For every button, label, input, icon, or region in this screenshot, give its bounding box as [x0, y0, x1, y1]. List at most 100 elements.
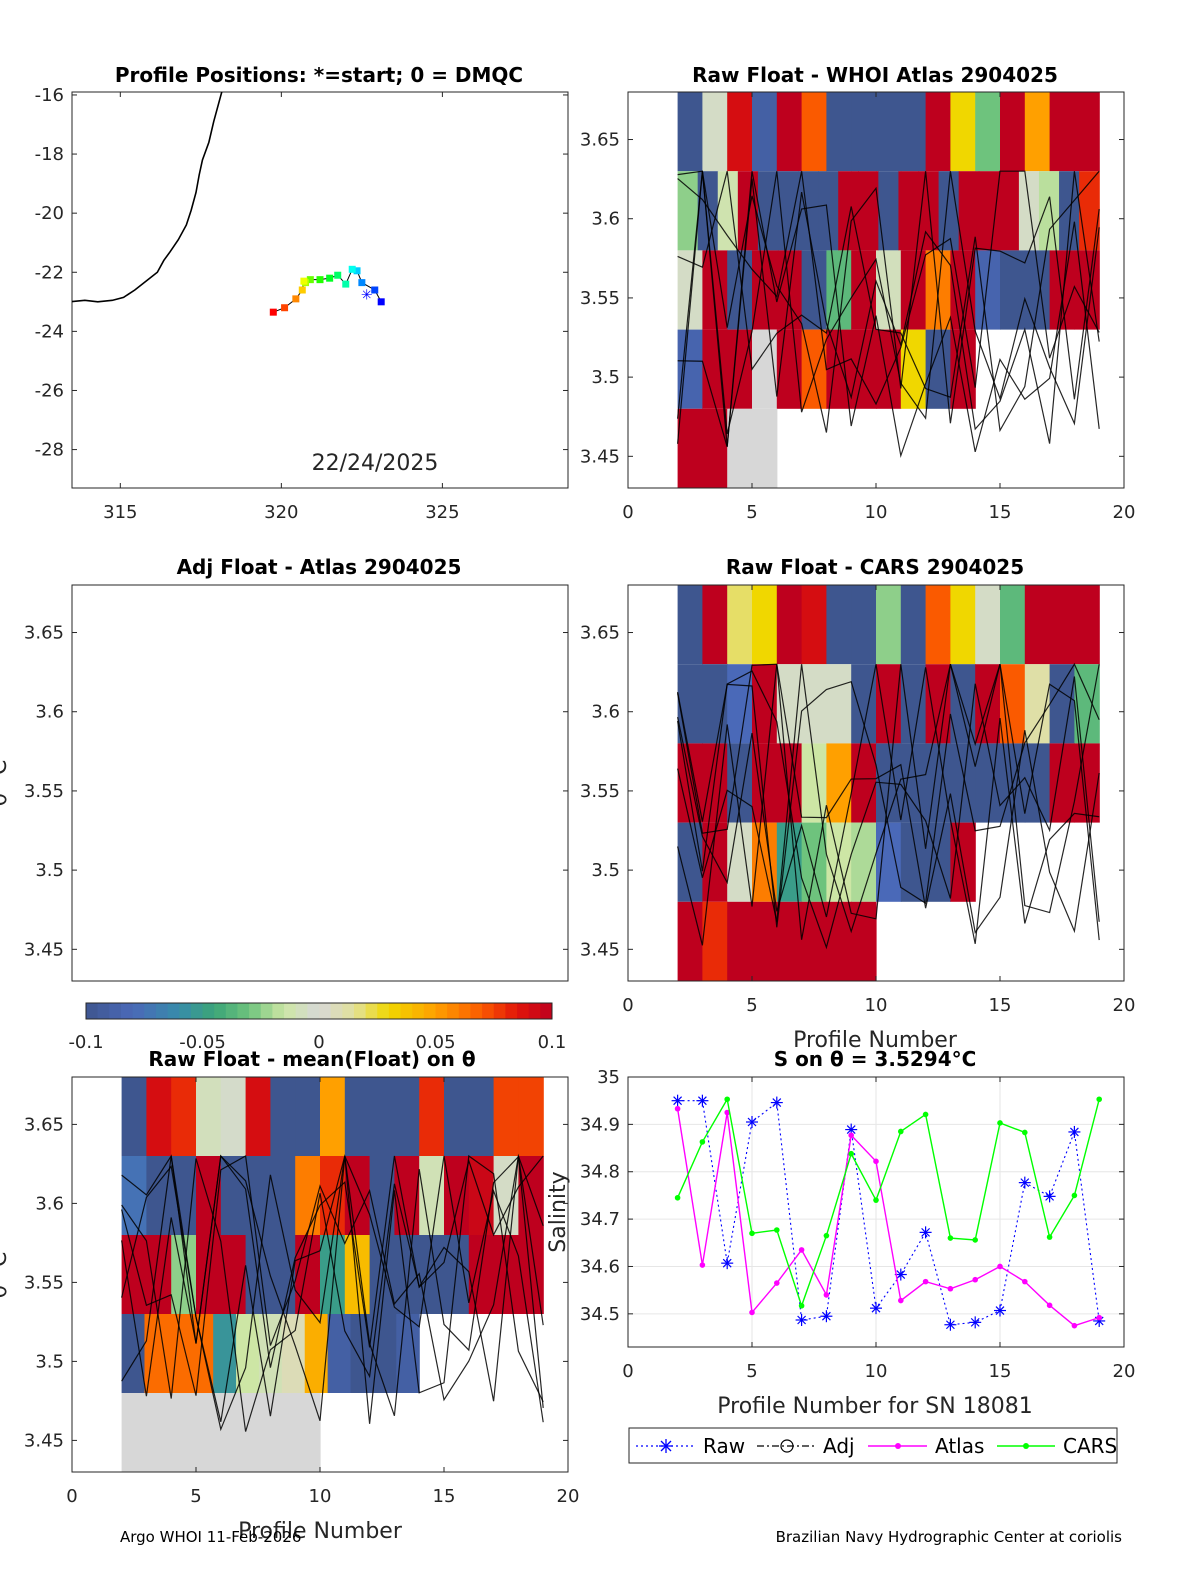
salinity-ytick-label: 34.5: [580, 1304, 620, 1325]
atlas-panel: Raw Float - WHOI Atlas 2904025 0 5 10 15 20 3…: [580, 63, 1136, 523]
series-line-atlas: [676, 1108, 1100, 1327]
map-xtick-label: 320: [264, 502, 298, 523]
adj-ytick-label: 3.5: [35, 860, 64, 881]
salinity-ytick-label: 35: [597, 1067, 620, 1088]
mean-cell: [270, 1156, 296, 1235]
atlas-cell: [851, 250, 877, 330]
mean-cell: [304, 1314, 329, 1393]
colorbar-segment: [272, 1003, 285, 1019]
atlas-title: Raw Float - WHOI Atlas 2904025: [692, 63, 1058, 87]
cars-cell: [826, 585, 852, 665]
raw-point-d2: [821, 1311, 831, 1321]
raw-point: [870, 1302, 882, 1315]
cars-cell: [975, 585, 1001, 665]
atlas-cell: [702, 408, 728, 488]
cars-cell: [1049, 743, 1075, 823]
atlas-cell: [727, 92, 753, 172]
raw-point: [820, 1310, 833, 1323]
colorbar-segment: [447, 1003, 460, 1019]
raw-point: [1068, 1125, 1081, 1138]
footer-left: Argo WHOI 11-Feb-2026: [120, 1528, 301, 1546]
mean-cell: [320, 1077, 346, 1156]
mean-cell: [350, 1314, 375, 1393]
adj-axes: [71, 584, 569, 982]
mean-trace: [121, 1155, 544, 1432]
colorbar-segment: [202, 1003, 215, 1019]
mean-cell: [245, 1077, 271, 1156]
cars-point: [749, 1230, 755, 1237]
legend-adj-marker: [780, 1439, 794, 1453]
mean-cell: [295, 1156, 321, 1235]
atlas-cell: [697, 171, 719, 251]
cars-point: [1046, 1234, 1053, 1240]
cars-xtick-label: 10: [865, 995, 888, 1016]
salinity-ytick-label: 34.6: [580, 1256, 620, 1277]
colorbar-segment: [109, 1003, 122, 1019]
profile-position-marker: [377, 298, 385, 306]
map-date-annotation: 22/24/2025: [312, 451, 439, 476]
atlas-cell: [876, 92, 902, 172]
salinity-xtick-label: 15: [989, 1361, 1012, 1382]
cars-point: [848, 1150, 854, 1157]
colorbar-segment: [528, 1003, 541, 1019]
cars-cell: [900, 664, 927, 744]
legend-cars-marker: [1023, 1443, 1029, 1449]
atlas-point: [699, 1262, 706, 1268]
atlas-cell: [925, 92, 951, 172]
mean-cell: [171, 1077, 197, 1156]
salinity-panel: S on θ = 3.5294°C 0 5 10 15 20 34.5 34.6 34.7 34…: [546, 1047, 1135, 1464]
map-ytick-label: -18: [35, 144, 64, 165]
atlas-point: [997, 1263, 1003, 1270]
colorbar-tick-label: -0.1: [68, 1032, 103, 1053]
atlas-point: [823, 1292, 830, 1298]
colorbar-segment: [284, 1003, 297, 1019]
cars-cell: [677, 585, 703, 665]
colorbar-segment: [540, 1003, 553, 1019]
profile-position-marker: [281, 304, 289, 312]
start-marker: ✳: [361, 287, 373, 303]
salinity-ytick-label: 34.9: [580, 1114, 620, 1135]
cars-xtick-label: 5: [746, 995, 757, 1016]
raw-point-d2: [673, 1096, 683, 1106]
atlas-point: [1096, 1314, 1102, 1321]
colorbar-segment: [388, 1003, 402, 1019]
map-ytick-label: -24: [35, 321, 64, 342]
adj-ytick-label: 3.55: [24, 781, 64, 802]
map-ytick-label: -26: [35, 380, 64, 401]
atlas-point: [1071, 1322, 1078, 1329]
atlas-cell: [752, 408, 778, 488]
cars-cell: [752, 664, 778, 744]
cars-trace: [677, 664, 1100, 941]
raw-point: [671, 1094, 684, 1107]
raw-point: [721, 1257, 734, 1270]
colorbar-segment: [353, 1003, 367, 1019]
mean-xtick-label: 0: [66, 1486, 77, 1507]
atlas-cell: [950, 92, 976, 172]
mean-trace: [121, 1153, 544, 1402]
colorbar-segment: [423, 1003, 436, 1019]
mean-cell: [295, 1235, 321, 1314]
cars-trace: [677, 664, 1100, 946]
legend-raw-label: Raw: [703, 1434, 745, 1458]
profile-position-marker: [348, 265, 356, 273]
raw-point-d2: [970, 1317, 980, 1327]
cars-cell: [727, 585, 753, 665]
cars-point: [898, 1128, 904, 1135]
cars-point: [1096, 1096, 1102, 1103]
mean-cell: [171, 1393, 197, 1472]
mean-xtick-label: 15: [433, 1486, 456, 1507]
colorbar-segment: [493, 1003, 506, 1019]
profile-position-marker: [292, 295, 300, 303]
profile-position-marker: [334, 271, 342, 279]
atlas-point: [947, 1285, 954, 1292]
cars-point: [724, 1096, 730, 1103]
colorbar-segment: [179, 1003, 192, 1019]
atlas-cell: [717, 171, 739, 251]
adj-panel: Adj Float - Atlas 2904025 3.45 3.5 3.55 3.6…: [0, 555, 569, 982]
cars-panel: Raw Float - CARS 2904025 0 5 10 15 20 3.45 3.5…: [580, 555, 1136, 1053]
profile-position-marker: [326, 274, 334, 282]
mean-xtick-label: 5: [190, 1486, 201, 1507]
cars-point: [823, 1232, 830, 1239]
coastline: [72, 92, 223, 303]
colorbar-tick-label: 0.1: [538, 1032, 567, 1053]
